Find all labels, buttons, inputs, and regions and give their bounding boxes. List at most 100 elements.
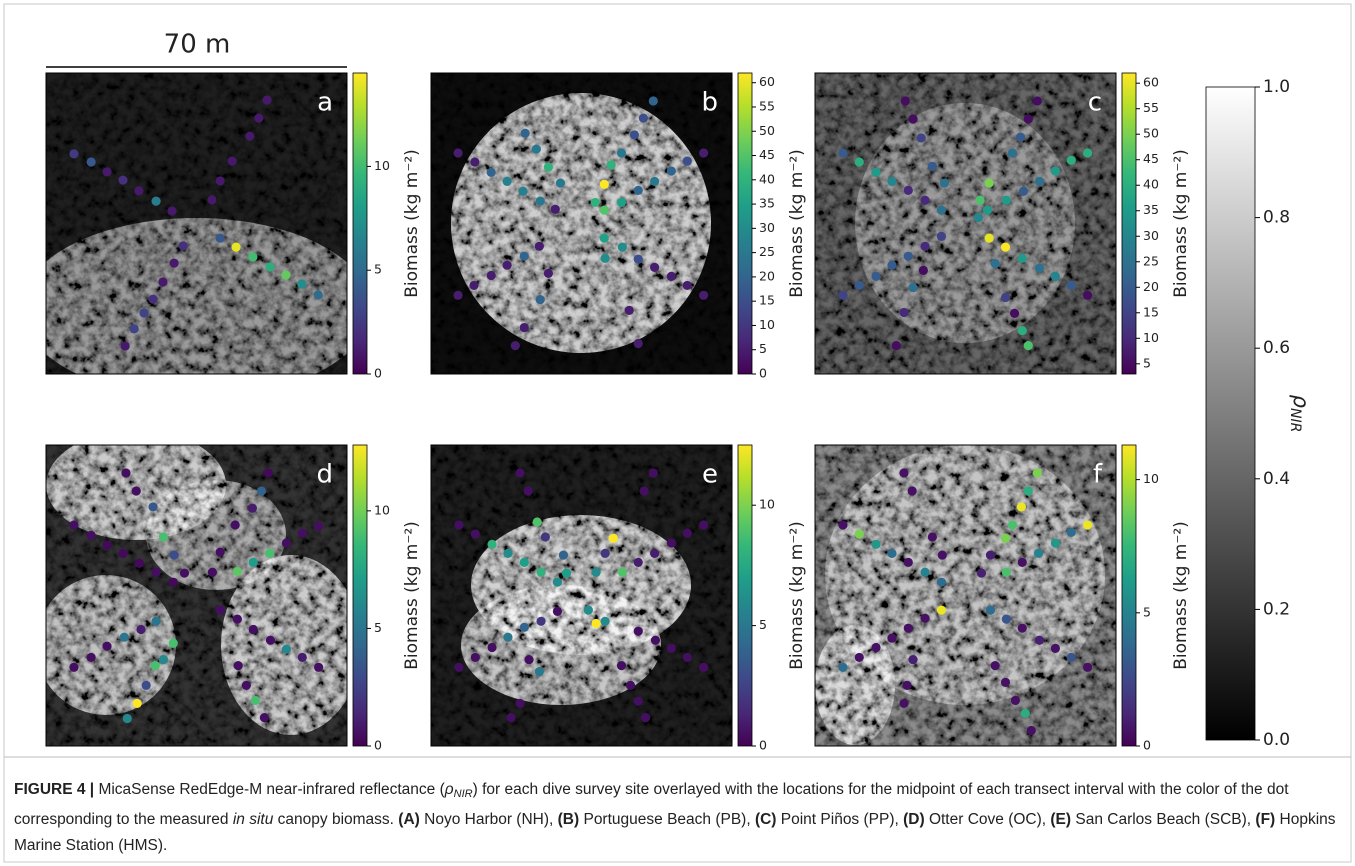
caption-run: (A) <box>398 811 420 828</box>
transect-point <box>136 625 145 634</box>
panel-label: c <box>1088 88 1102 118</box>
panel-image <box>815 445 1116 746</box>
transect-point <box>265 549 274 558</box>
colorbar-tick-label: 0 <box>1143 738 1151 753</box>
transect-point <box>520 323 529 332</box>
transect-point <box>650 549 659 558</box>
panel-image <box>431 73 732 374</box>
panel-label: a <box>317 88 333 118</box>
caption-run: Noyo Harbor (NH), <box>420 811 558 828</box>
transect-point <box>976 196 985 205</box>
caption-run: (B) <box>558 811 580 828</box>
colorbar-label: Biomass (kg m⁻²) <box>1171 149 1191 298</box>
caption: FIGURE 4 | MicaSense RedEdge-M near-infr… <box>14 777 1340 859</box>
transect-point <box>625 306 634 315</box>
colorbar-tick-label: 55 <box>1143 100 1159 115</box>
panel-label: b <box>701 88 718 118</box>
transect-point <box>591 198 600 207</box>
transect-point <box>281 271 290 280</box>
panel: e0510Biomass (kg m⁻²) <box>431 445 807 753</box>
caption-run: Otter Cove (OC), <box>925 811 1051 828</box>
transect-point <box>920 568 929 577</box>
transect-point <box>102 167 111 176</box>
colorbar-tick-label: 0 <box>374 366 382 381</box>
transect-point <box>600 206 609 215</box>
transect-point <box>254 114 263 123</box>
colorbar-label: Biomass (kg m⁻²) <box>1171 521 1191 670</box>
colorbar-tick-label: 10 <box>759 317 775 332</box>
colorbar-tick-label: 5 <box>1143 604 1151 619</box>
transect-point <box>257 486 266 495</box>
transect-point <box>1051 538 1060 547</box>
transect-point <box>1067 156 1076 165</box>
transect-point <box>123 714 132 723</box>
transect-point <box>69 149 78 158</box>
transect-point <box>908 283 917 292</box>
nir-symbol: ρ <box>1289 395 1313 409</box>
transect-point <box>515 699 524 708</box>
transect-point <box>1083 148 1092 157</box>
transect-point <box>601 254 610 263</box>
transect-point <box>169 639 178 648</box>
transect-point <box>1001 293 1010 302</box>
caption-run: Portuguese Beach (PB), <box>579 811 755 828</box>
transect-point <box>1001 678 1010 687</box>
transect-point <box>118 175 127 184</box>
transect-point <box>908 486 917 495</box>
transect-point <box>314 663 323 672</box>
caption-run: (E) <box>1050 811 1071 828</box>
colorbar-tick-label: 20 <box>1143 279 1159 294</box>
transect-point <box>231 243 240 252</box>
transect-point <box>649 96 658 105</box>
transect-point <box>887 633 896 642</box>
transect-point <box>634 697 643 706</box>
transect-point <box>649 468 658 477</box>
transect-point <box>634 186 643 195</box>
transect-point <box>503 633 512 642</box>
colorbar-tick-label: 60 <box>759 74 775 89</box>
colorbar-tick-label: 60 <box>1143 75 1159 90</box>
transect-point <box>130 324 139 333</box>
transect-point <box>454 520 463 529</box>
transect-point <box>1001 534 1010 543</box>
transect-point <box>683 281 692 290</box>
transect-point <box>887 549 896 558</box>
transect-point <box>1027 726 1036 735</box>
transect-point <box>248 504 257 513</box>
transect-point <box>626 681 635 690</box>
transect-point <box>487 271 496 280</box>
transect-point <box>1033 468 1042 477</box>
panel: a0510Biomass (kg m⁻²) <box>21 73 422 398</box>
transect-point <box>1083 291 1092 300</box>
transect-point <box>170 550 179 559</box>
transect-point <box>216 176 225 185</box>
colorbar-tick-label: 0 <box>759 366 767 381</box>
transect-point <box>1035 264 1044 273</box>
transect-point <box>151 568 160 577</box>
transect-point <box>1051 644 1060 653</box>
transect-point <box>228 157 237 166</box>
colorbar-tick-label: 15 <box>759 293 775 308</box>
transect-point <box>249 558 258 567</box>
transect-point <box>248 252 257 261</box>
caption-run: (C) <box>755 811 777 828</box>
colorbar-tick-label: 55 <box>759 98 775 113</box>
transect-point <box>699 291 708 300</box>
transect-point <box>524 486 533 495</box>
nir-subscript: NIR <box>1287 408 1303 432</box>
transect-point <box>87 157 96 166</box>
transect-point <box>683 653 692 662</box>
transect-point <box>640 486 649 495</box>
caption-run: San Carlos Beach (SCB), <box>1071 811 1255 828</box>
transect-point <box>148 295 157 304</box>
transect-point <box>919 266 928 275</box>
transect-point <box>617 148 626 157</box>
transect-point <box>1008 148 1017 157</box>
colorbar-tick-label: 10 <box>374 158 390 173</box>
transect-point <box>506 713 515 722</box>
transect-point <box>151 617 160 626</box>
transect-point <box>314 522 323 531</box>
transect-point <box>838 291 847 300</box>
caption-run: Point Piños (PP), <box>776 811 903 828</box>
